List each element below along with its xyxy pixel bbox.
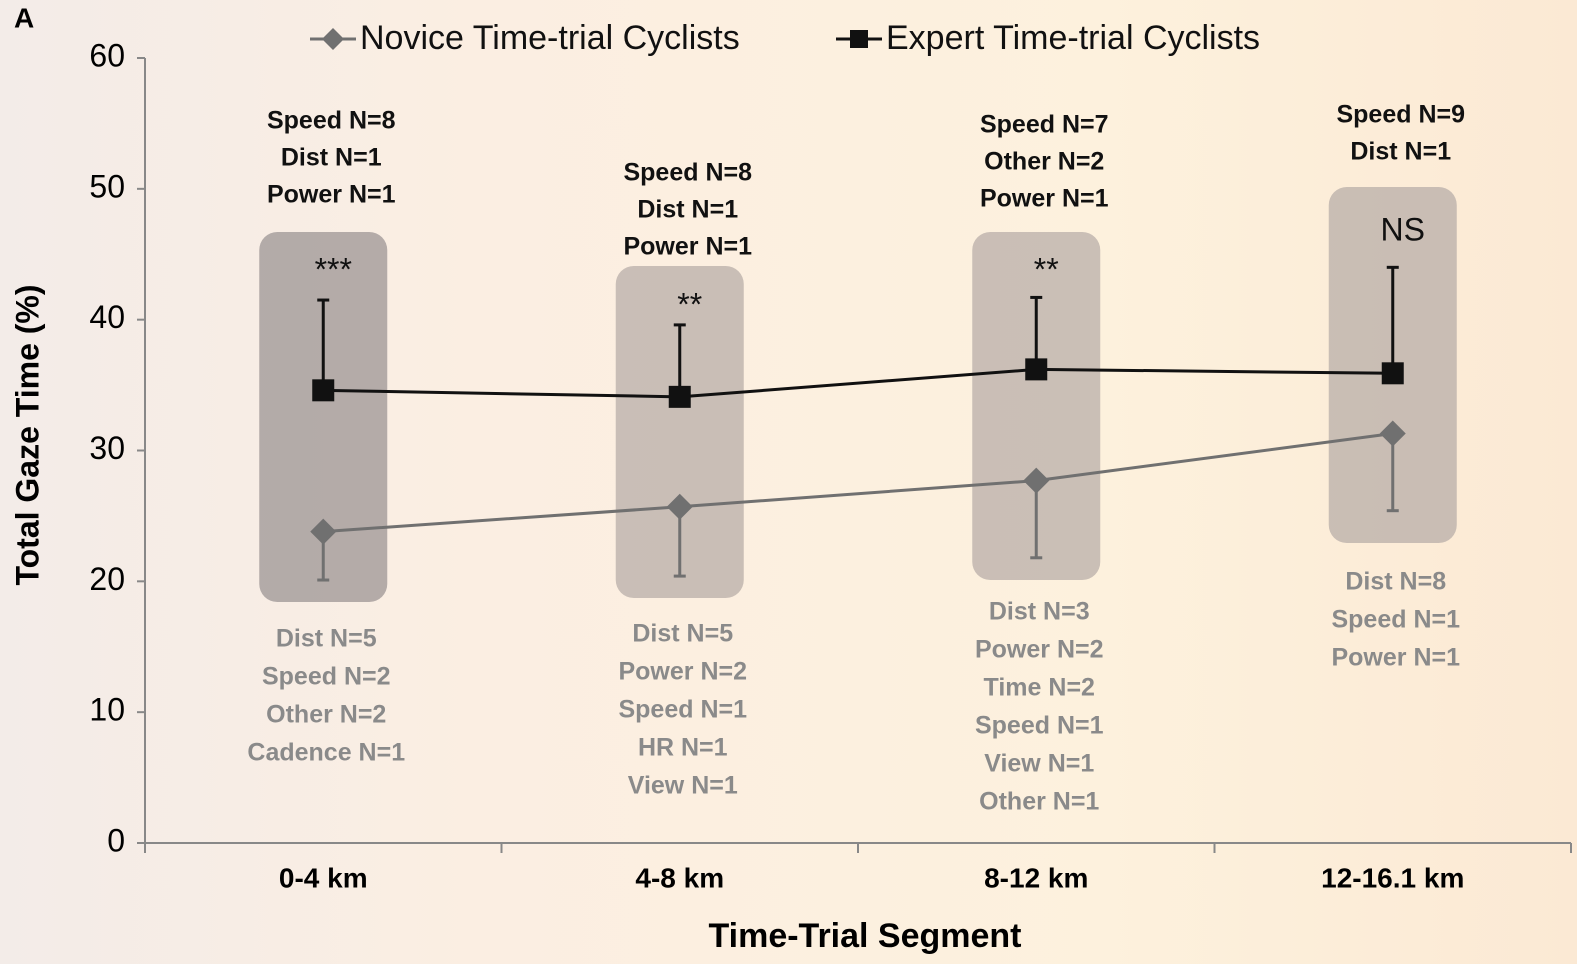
bottom-note: Power N=1	[1331, 644, 1460, 672]
marker	[312, 379, 334, 401]
y-tick-label: 40	[89, 299, 125, 335]
bottom-note: HR N=1	[638, 734, 728, 762]
bottom-note: Dist N=8	[1345, 568, 1446, 596]
bottom-note: Dist N=5	[276, 625, 377, 653]
bottom-note: Power N=2	[618, 658, 747, 686]
bottom-note: Dist N=3	[989, 598, 1090, 626]
x-axis-label: Time-Trial Segment	[708, 917, 1021, 955]
marker	[1025, 358, 1047, 380]
significance: NS	[1381, 211, 1425, 247]
significance: **	[677, 286, 702, 322]
x-tick-label: 4-8 km	[635, 862, 724, 893]
bottom-note: Speed N=1	[618, 696, 747, 724]
series-line	[323, 369, 1393, 396]
significance: **	[1034, 251, 1059, 287]
top-note: Speed N=9	[1336, 101, 1465, 129]
legend-marker	[322, 28, 344, 50]
legend-marker	[850, 30, 868, 48]
top-note: Other N=2	[984, 148, 1104, 176]
bottom-note: Speed N=2	[262, 663, 391, 691]
top-note: Power N=1	[980, 185, 1109, 213]
legend-label: Novice Time-trial Cyclists	[360, 19, 740, 57]
y-tick-label: 0	[107, 822, 125, 858]
y-tick-label: 60	[89, 37, 125, 73]
y-tick-label: 20	[89, 561, 125, 597]
marker	[1382, 362, 1404, 384]
bottom-note: Other N=1	[979, 788, 1099, 816]
series-line	[323, 433, 1393, 531]
y-tick-label: 30	[89, 430, 125, 466]
y-tick-label: 10	[89, 692, 125, 728]
x-tick-label: 12-16.1 km	[1321, 862, 1464, 893]
bottom-note: View N=1	[984, 750, 1094, 778]
y-axis-label: Total Gaze Time (%)	[9, 284, 45, 585]
bottom-note: Time N=2	[984, 674, 1095, 702]
bottom-note: Power N=2	[975, 636, 1104, 664]
bottom-note: View N=1	[628, 772, 738, 800]
x-tick-label: 8-12 km	[984, 862, 1088, 893]
top-note: Power N=1	[623, 233, 752, 261]
bottom-note: Dist N=5	[632, 620, 733, 648]
y-tick-label: 50	[89, 168, 125, 204]
marker	[669, 386, 691, 408]
bottom-note: Speed N=1	[975, 712, 1104, 740]
top-note: Speed N=8	[267, 107, 396, 135]
bottom-note: Other N=2	[266, 701, 386, 729]
legend-label: Expert Time-trial Cyclists	[886, 19, 1260, 57]
x-tick-label: 0-4 km	[279, 862, 368, 893]
top-note: Dist N=1	[1350, 138, 1451, 166]
top-note: Dist N=1	[281, 144, 382, 172]
top-note: Speed N=7	[980, 111, 1109, 139]
panel-label: A	[14, 2, 34, 33]
bottom-note: Speed N=1	[1331, 606, 1460, 634]
significance: ***	[315, 251, 352, 287]
top-note: Power N=1	[267, 181, 396, 209]
chart: A Time-Trial Segment Total Gaze Time (%)…	[0, 0, 1577, 964]
top-note: Speed N=8	[623, 159, 752, 187]
bottom-note: Cadence N=1	[247, 739, 405, 767]
top-note: Dist N=1	[637, 196, 738, 224]
